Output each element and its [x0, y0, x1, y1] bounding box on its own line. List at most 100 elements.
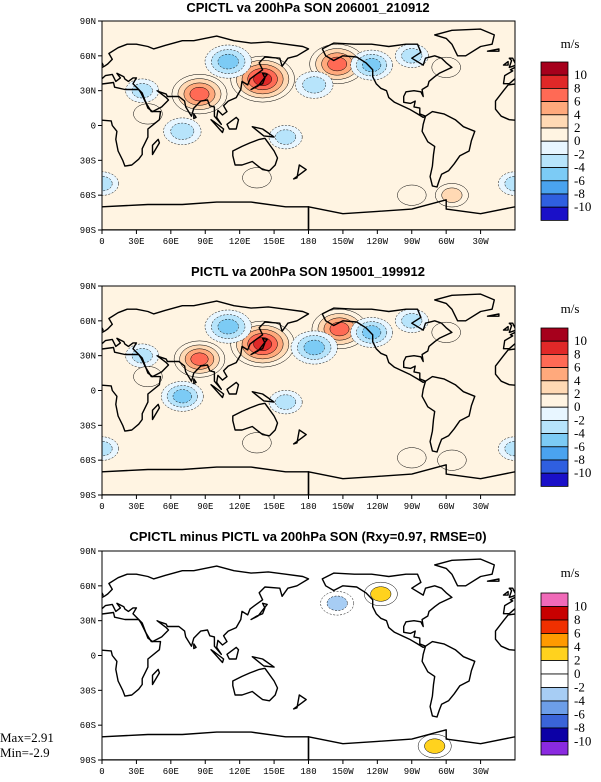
anomaly-contour [362, 58, 382, 73]
colorbar-label: 10 [574, 599, 587, 614]
x-tick-label: 180 [300, 237, 316, 247]
x-tick-label: 60E [163, 502, 179, 512]
colorbar-label: -10 [574, 465, 591, 480]
colorbar-swatch [540, 167, 569, 182]
colorbar-label: 4 [574, 107, 581, 122]
panel-1-coastlines [102, 28, 515, 230]
coastline [210, 119, 225, 134]
y-tick-label: 90N [80, 17, 96, 27]
anomaly-contour [397, 184, 427, 206]
anomaly-contour [102, 176, 113, 192]
colorbar-swatch [540, 433, 569, 448]
panel-3: CPICTL minus PICTL va 200hPa SON (Rxy=0.… [0, 529, 591, 777]
x-tick-label: 120W [366, 767, 388, 777]
anomaly-contour [189, 86, 210, 102]
coastline [102, 346, 162, 432]
coastline [102, 35, 310, 125]
colorbar-swatch [540, 180, 569, 195]
colorbar-label: 0 [574, 133, 581, 148]
anomaly-contour [22, 183, 55, 207]
coastline [151, 668, 161, 686]
coastline [292, 694, 307, 710]
colorbar-label: -2 [574, 412, 585, 427]
colorbar-swatch [540, 206, 569, 221]
coastline [486, 313, 500, 317]
colorbar-swatch [540, 367, 569, 382]
anomaly-contour [0, 185, 13, 205]
y-tick-label: 60N [80, 317, 96, 327]
colorbar-label: -4 [574, 160, 585, 175]
colorbar-swatch [540, 140, 569, 155]
anomaly-contour [0, 314, 9, 329]
colorbar-label: -8 [574, 720, 585, 735]
coastline [91, 327, 96, 331]
colorbar-swatch [540, 340, 569, 355]
colorbar-swatch [540, 114, 569, 129]
colorbar-swatch [540, 88, 569, 103]
x-tick-label: 150E [263, 237, 285, 247]
anomaly-contour [593, 345, 601, 373]
anomaly-contour [242, 167, 272, 189]
coastline [250, 602, 268, 621]
colorbar-swatch [540, 127, 569, 142]
y-tick-label: 30S [80, 686, 96, 696]
anomaly-contour [170, 122, 195, 140]
colorbar-label: 8 [574, 80, 581, 95]
x-tick-label: 120E [229, 237, 251, 247]
max-label: Max=2.91 [0, 730, 54, 745]
panel-2-coastlines [0, 293, 515, 495]
anomaly-contour [29, 188, 49, 203]
colorbar-swatch [540, 741, 569, 756]
panel-3-background [102, 551, 515, 760]
colorbar-swatch [540, 472, 569, 487]
x-tick-label: 150E [263, 767, 285, 777]
x-tick-label: 60W [438, 237, 455, 247]
coastline [502, 325, 509, 331]
anomaly-contour [172, 389, 192, 404]
x-tick-label: 0 [99, 767, 104, 777]
anomaly-contour [431, 56, 461, 78]
colorbar-swatch [540, 646, 569, 661]
colorbar-label: 6 [574, 360, 581, 375]
x-tick-label: 150W [332, 237, 354, 247]
anomaly-contour [19, 322, 48, 342]
coastline [210, 384, 225, 399]
coastline [232, 137, 279, 172]
y-tick-label: 60S [80, 721, 96, 731]
coastline [0, 308, 39, 382]
x-tick-label: 150W [332, 767, 354, 777]
anomaly-contour [242, 432, 272, 454]
coastline [9, 642, 62, 717]
x-tick-label: 180 [300, 502, 316, 512]
coastline [193, 378, 197, 385]
y-tick-label: 30S [80, 156, 96, 166]
x-tick-label: 90W [404, 237, 421, 247]
coastline [22, 559, 82, 586]
colorbar-label: 2 [574, 120, 581, 135]
x-tick-label: 120W [366, 502, 388, 512]
x-tick-label: 180 [300, 767, 316, 777]
y-tick-label: 60S [80, 456, 96, 466]
x-tick-label: 60W [438, 502, 455, 512]
coastline [0, 573, 39, 647]
coastline [321, 307, 453, 384]
anomaly-contour [303, 339, 325, 356]
y-tick-label: 90S [80, 491, 96, 501]
y-tick-label: 30N [80, 87, 96, 97]
y-tick-label: 60N [80, 582, 96, 592]
coastline [251, 656, 275, 668]
colorbar-label: -2 [574, 146, 585, 161]
anomaly-contour [133, 103, 163, 125]
coastline [232, 402, 279, 437]
coastline [250, 72, 268, 91]
coastline [102, 300, 310, 390]
x-tick-label: 30E [128, 502, 144, 512]
anomaly-contour [441, 187, 463, 203]
y-tick-label: 60S [80, 191, 96, 201]
colorbar-label: -6 [574, 173, 585, 188]
coastline [421, 110, 476, 188]
coastline [9, 377, 62, 452]
anomaly-contour [0, 44, 15, 68]
